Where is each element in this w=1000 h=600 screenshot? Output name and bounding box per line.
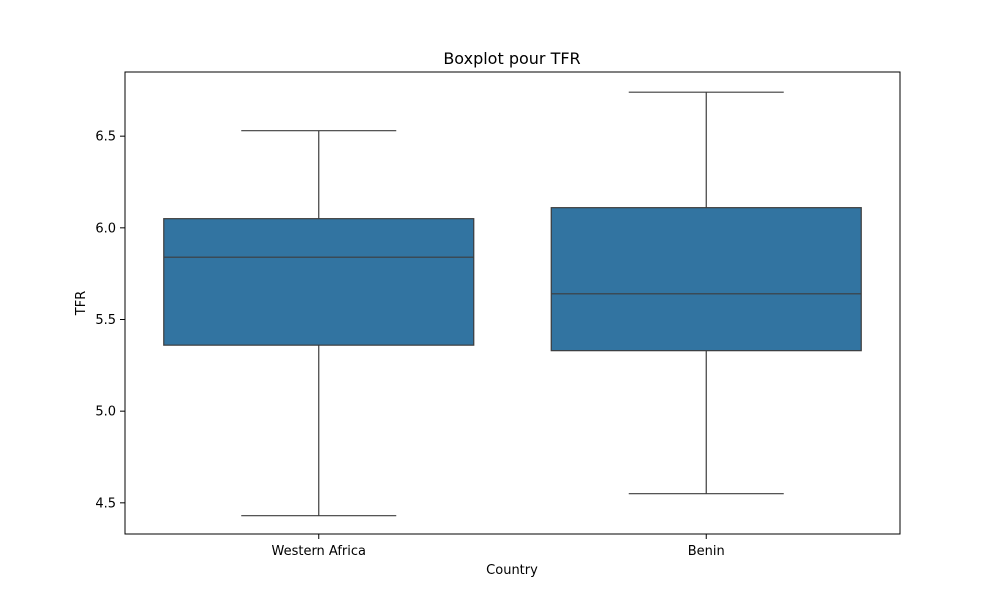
y-axis-label: TFR	[74, 291, 89, 316]
y-tick-label: 4.5	[95, 496, 116, 511]
box-iqr	[163, 218, 475, 346]
y-tick-label: 6.0	[95, 221, 116, 236]
x-axis-label: Country	[486, 563, 538, 578]
y-tick-label: 6.5	[95, 130, 116, 145]
box-group	[550, 91, 862, 495]
x-axis: Western Africa Benin	[271, 534, 725, 559]
axes-frame	[124, 71, 901, 535]
plot-area	[163, 91, 862, 517]
box-iqr	[550, 207, 862, 352]
chart-title: Boxplot pour TFR	[443, 49, 580, 68]
box-group	[163, 130, 475, 517]
x-tick-label: Western Africa	[271, 544, 366, 559]
y-tick-label: 5.5	[95, 313, 116, 328]
x-tick-label: Benin	[688, 544, 725, 559]
y-axis: 4.5 5.0 5.5 6.0 6.5	[95, 130, 125, 511]
y-tick-label: 5.0	[95, 405, 116, 420]
